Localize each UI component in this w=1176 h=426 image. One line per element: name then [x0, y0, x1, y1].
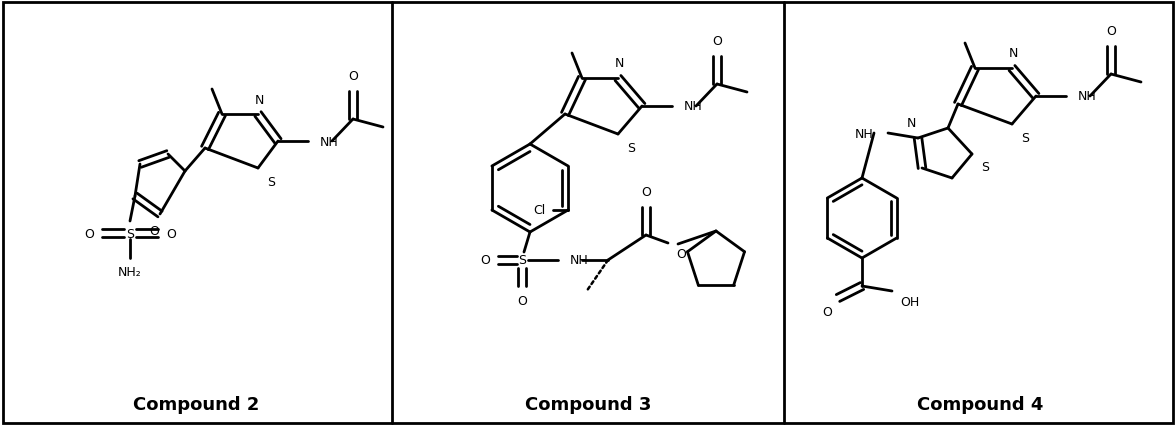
- Text: S: S: [1021, 132, 1029, 145]
- Text: N: N: [1008, 47, 1017, 60]
- Text: N: N: [907, 117, 916, 130]
- Text: O: O: [822, 305, 831, 318]
- Text: O: O: [1107, 25, 1116, 38]
- Text: NH: NH: [320, 135, 339, 148]
- Text: Compound 3: Compound 3: [524, 395, 652, 413]
- Text: Cl: Cl: [533, 204, 546, 217]
- Text: S: S: [267, 176, 275, 189]
- Text: S: S: [517, 254, 526, 267]
- Text: O: O: [517, 294, 527, 307]
- Text: O: O: [676, 248, 686, 260]
- Text: NH: NH: [570, 254, 589, 267]
- Text: N: N: [614, 57, 623, 70]
- Text: O: O: [85, 227, 94, 240]
- Text: S: S: [981, 161, 989, 173]
- Text: O: O: [480, 254, 490, 267]
- Text: NH₂: NH₂: [118, 265, 142, 278]
- Text: OH: OH: [900, 295, 920, 308]
- Text: N: N: [254, 94, 263, 107]
- Text: O: O: [149, 225, 159, 237]
- Text: S: S: [126, 227, 134, 240]
- Text: O: O: [711, 35, 722, 48]
- Text: NH: NH: [1078, 90, 1097, 103]
- Text: O: O: [641, 186, 652, 199]
- FancyBboxPatch shape: [4, 3, 1172, 423]
- Text: NH: NH: [855, 127, 874, 140]
- Text: O: O: [166, 227, 176, 240]
- Text: NH: NH: [684, 100, 703, 113]
- Text: S: S: [627, 142, 635, 155]
- Text: Compound 4: Compound 4: [917, 395, 1043, 413]
- Text: O: O: [348, 70, 358, 83]
- Text: Compound 2: Compound 2: [133, 395, 259, 413]
